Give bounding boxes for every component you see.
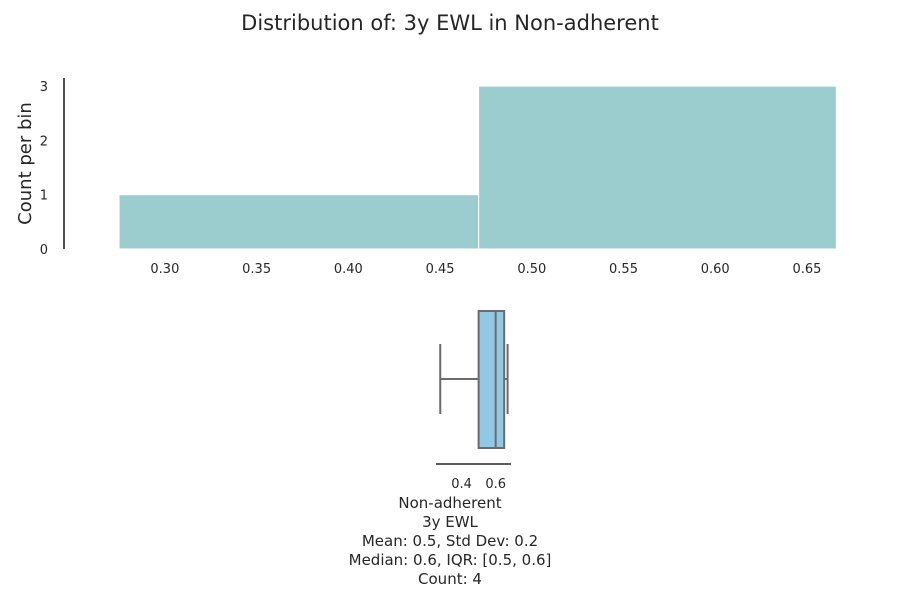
box-iqr bbox=[477, 310, 506, 449]
summary-caption: Non-adherent 3y EWL Mean: 0.5, Std Dev: … bbox=[0, 494, 900, 589]
histogram-panel: 0 1 2 3 0.30 0.35 0.40 0.45 0.50 0.55 0.60 0.65 Coun… bbox=[15, 78, 837, 277]
caption-mean-sd: Mean: 0.5, Std Dev: 0.2 bbox=[361, 532, 539, 550]
histogram-bar-0 bbox=[118, 194, 480, 250]
y-axis-label: Count per bin bbox=[15, 102, 36, 225]
x-tick-label: 0.65 bbox=[792, 262, 821, 277]
x-tick-label: 0.35 bbox=[242, 262, 271, 277]
x-tick-label: 0.55 bbox=[609, 262, 638, 277]
x-tick-label: 0.50 bbox=[517, 262, 546, 277]
x-tick-label: 0.60 bbox=[701, 262, 730, 277]
y-tick-label: 0 bbox=[40, 243, 48, 258]
y-tick-label: 1 bbox=[40, 189, 48, 204]
box-x-tick-label: 0.6 bbox=[485, 477, 506, 492]
histogram-bar-1 bbox=[478, 85, 837, 250]
caption-count: Count: 4 bbox=[418, 570, 482, 588]
caption-group: Non-adherent bbox=[398, 494, 502, 512]
y-tick-label: 3 bbox=[40, 80, 48, 95]
x-tick-label: 0.45 bbox=[426, 262, 455, 277]
chart-title: Distribution of: 3y EWL in Non-adherent bbox=[241, 11, 659, 35]
boxplot-panel: 0.4 0.6 bbox=[436, 310, 511, 492]
y-tick-label: 2 bbox=[40, 134, 48, 149]
caption-variable: 3y EWL bbox=[422, 513, 478, 531]
box-x-tick-label: 0.4 bbox=[451, 477, 472, 492]
x-tick-label: 0.40 bbox=[334, 262, 363, 277]
x-tick-label: 0.30 bbox=[150, 262, 179, 277]
caption-median-iqr: Median: 0.6, IQR: [0.5, 0.6] bbox=[348, 551, 552, 569]
